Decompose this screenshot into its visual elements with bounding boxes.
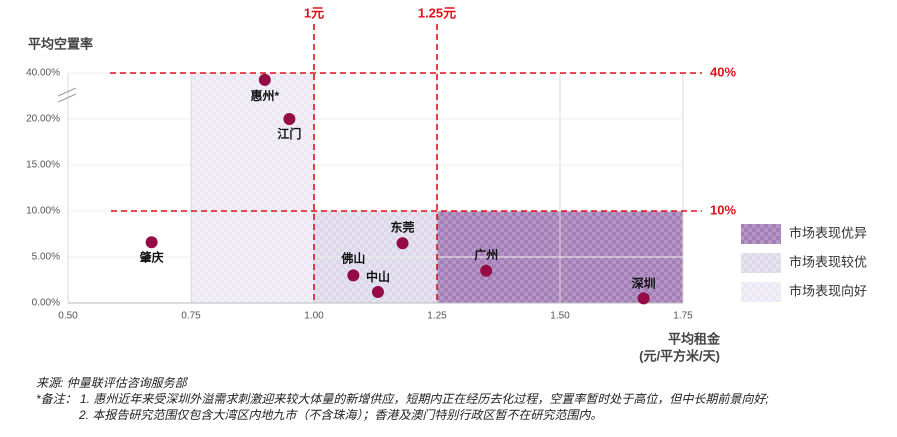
point: [480, 264, 493, 277]
point: [283, 113, 296, 125]
reference-label: 10%: [710, 202, 736, 217]
x-axis-unit: (元/平方米/天): [639, 348, 720, 363]
y-tick-label: 15.00%: [26, 160, 60, 171]
reference-label: 1元: [304, 5, 324, 20]
point: [396, 237, 409, 250]
y-tick-label: 0.00%: [32, 298, 60, 309]
x-tick-label: 1.00: [304, 311, 324, 322]
legend-label: 市场表现向好: [789, 283, 867, 298]
axis-break: [57, 87, 77, 97]
x-tick-label: 0.50: [58, 311, 78, 322]
legend-swatch: [741, 253, 781, 273]
reference-label: 1.25元: [418, 5, 456, 20]
region: [191, 73, 314, 303]
point: [347, 269, 360, 282]
x-tick-label: 0.75: [181, 311, 201, 322]
x-tick-label: 1.75: [673, 311, 693, 322]
point: [258, 73, 271, 86]
y-tick-label: 20.00%: [26, 114, 60, 125]
point-label: 东莞: [391, 219, 415, 234]
point-label: 肇庆: [140, 249, 164, 264]
y-tick-label: 5.00%: [32, 252, 60, 263]
y-axis-title: 平均空置率: [28, 36, 93, 51]
reference-label: 40%: [710, 64, 736, 79]
legend-label: 市场表现较优: [789, 254, 867, 269]
legend-swatch: [741, 224, 781, 244]
point-label: 惠州*: [250, 88, 279, 103]
point: [371, 285, 384, 298]
x-tick-label: 1.25: [427, 311, 447, 322]
source-note: 来源: 仲量联评估咨询服务部: [36, 376, 189, 390]
point-label: 中山: [366, 269, 390, 284]
point-label: 深圳: [632, 276, 656, 291]
point: [637, 292, 650, 305]
point-label: 江门: [277, 126, 301, 141]
point-label: 佛山: [340, 251, 365, 266]
y-tick-label: 10.00%: [26, 206, 60, 217]
legend-swatch: [741, 282, 781, 302]
x-axis-title: 平均租金: [668, 331, 721, 346]
point: [145, 236, 158, 249]
y-tick-label: 40.00%: [26, 68, 60, 79]
footnote: 2. 本报告研究范围仅包含大湾区内地九市（不含珠海）；香港及澳门特别行政区暂不在…: [78, 408, 602, 422]
axis-break: [57, 93, 77, 103]
legend-label: 市场表现优异: [789, 225, 867, 240]
point-label: 广州: [474, 247, 498, 262]
x-tick-label: 1.50: [550, 311, 570, 322]
footnote: *备注： 1. 惠州近年来受深圳外溢需求刺激迎来较大体量的新增供应，短期内正在经…: [36, 392, 769, 406]
